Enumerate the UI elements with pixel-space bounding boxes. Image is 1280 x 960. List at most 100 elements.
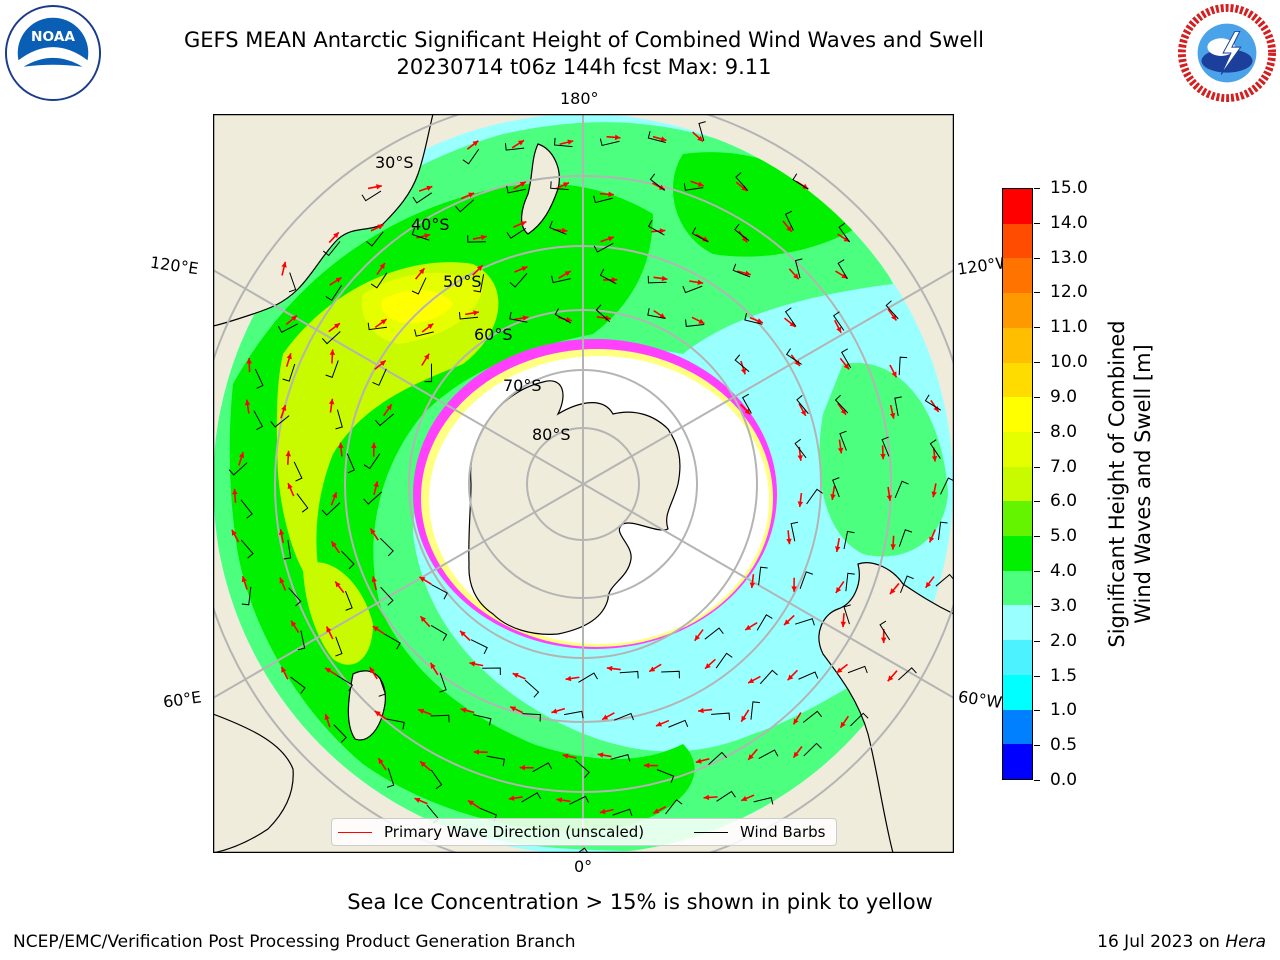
wave-direction-arrow	[786, 530, 792, 545]
wind-barb	[885, 300, 899, 320]
lat-label-60s: 60°S	[474, 325, 513, 344]
wave-direction-arrow	[371, 576, 378, 591]
colorbar-tick-label: 14.0	[1034, 214, 1088, 232]
wind-barb	[647, 308, 666, 319]
wave-direction-arrow	[414, 797, 428, 805]
footer-date-text: 16 Jul 2023 on	[1097, 932, 1220, 952]
wave-direction-arrow	[798, 403, 807, 417]
wind-barb	[346, 453, 355, 474]
wind-barb	[296, 493, 309, 513]
wind-barb	[894, 396, 902, 416]
wave-direction-arrow	[330, 540, 341, 554]
wave-direction-arrow	[792, 745, 803, 759]
wave-direction-arrow	[890, 535, 896, 550]
wave-direction-arrow	[514, 266, 528, 273]
madagascar-landmass	[347, 670, 386, 741]
wind-barb	[228, 462, 248, 476]
wave-direction-arrow	[279, 577, 287, 591]
wave-direction-arrow	[232, 488, 238, 503]
wave-direction-arrow	[325, 626, 334, 640]
wind-barb	[734, 354, 750, 373]
footer-date: 16 Jul 2023 on Hera	[1097, 932, 1266, 952]
wind-barb	[744, 313, 763, 325]
wind-barb	[691, 227, 709, 243]
wind-barb	[898, 529, 913, 547]
wind-barb	[935, 573, 954, 587]
wave-and-wind-vectors	[228, 121, 954, 853]
wave-direction-arrow	[599, 191, 614, 197]
wind-barb	[277, 323, 298, 334]
wind-barb	[473, 714, 492, 726]
wind-barb	[506, 185, 526, 194]
wind-barb	[370, 272, 388, 289]
wind-barb	[378, 676, 386, 697]
wind-barb	[430, 769, 443, 790]
wave-direction-arrow	[839, 357, 850, 370]
wind-barb	[756, 614, 773, 631]
lat-label-50s: 50°S	[443, 272, 482, 291]
wind-barb	[894, 480, 909, 499]
wave-direction-arrow	[797, 492, 804, 508]
colorbar-segment	[1003, 189, 1032, 224]
wave-direction-arrow	[704, 658, 716, 670]
wind-barb	[898, 667, 917, 681]
wave-direction-arrow	[512, 672, 526, 680]
wind-barb	[647, 275, 667, 284]
wave-direction-arrow	[466, 140, 479, 150]
wave-direction-arrow	[652, 135, 667, 142]
wind-barb	[798, 671, 819, 680]
wind-barb	[661, 670, 680, 679]
wind-barb	[372, 368, 387, 386]
africa-landmass	[213, 713, 294, 853]
wave-direction-arrow	[652, 806, 667, 814]
wave-direction-arrow	[421, 323, 434, 333]
wind-barb	[839, 430, 847, 451]
wave-direction-arrow	[328, 398, 335, 413]
wind-barb	[794, 258, 803, 279]
wave-direction-arrow	[747, 675, 761, 684]
wind-barb	[430, 714, 450, 723]
wave-direction-arrow	[469, 661, 484, 667]
wind-barb	[270, 415, 290, 428]
map-panel: 30°S 40°S 50°S 60°S 70°S 80°S	[213, 114, 954, 853]
wave-direction-arrow	[329, 349, 336, 364]
wind-barb	[881, 436, 890, 457]
wave-direction-arrow	[889, 582, 900, 595]
wind-barb	[796, 395, 809, 415]
wind-barb	[794, 438, 807, 459]
wind-barb	[341, 550, 355, 570]
wave-direction-arrow	[653, 275, 668, 282]
noaa-logo-text: NOAA	[31, 29, 75, 45]
wind-barb	[297, 630, 306, 651]
wind-barb	[379, 537, 394, 557]
colorbar-segment	[1003, 293, 1032, 328]
wave-direction-arrow	[740, 360, 747, 375]
colorbar-tick-label: 1.0	[1034, 701, 1077, 719]
colorbar-segment	[1003, 605, 1032, 641]
wave-field-4-5m-ne	[673, 152, 863, 257]
wave-direction-arrow	[603, 277, 618, 283]
wind-barb	[240, 539, 254, 559]
wave-direction-arrow	[597, 752, 612, 758]
wind-barb	[614, 712, 635, 721]
wave-direction-arrow	[695, 233, 709, 243]
wind-barb	[794, 618, 815, 626]
wave-direction-arrow	[377, 757, 387, 771]
wave-direction-arrow	[338, 442, 344, 457]
wave-direction-arrow	[690, 180, 705, 187]
wave-direction-arrow	[328, 322, 341, 333]
wind-barb	[375, 413, 395, 427]
wind-barb	[325, 360, 339, 379]
wave-direction-arrow	[695, 758, 710, 764]
colorbar-label-line1: Significant Height of Combined	[1105, 320, 1129, 648]
colorbar-segment	[1003, 709, 1032, 745]
wave-direction-arrow	[737, 270, 751, 276]
sea-ice-note: Sea Ice Concentration > 15% is shown in …	[347, 890, 933, 914]
wind-barb	[458, 311, 479, 320]
wind-barb	[898, 356, 908, 376]
wave-direction-arrow	[472, 234, 487, 241]
wave-direction-arrow	[783, 614, 795, 626]
wind-barb	[439, 672, 447, 693]
wave-direction-arrow	[285, 314, 298, 326]
wind-barb	[698, 121, 706, 141]
